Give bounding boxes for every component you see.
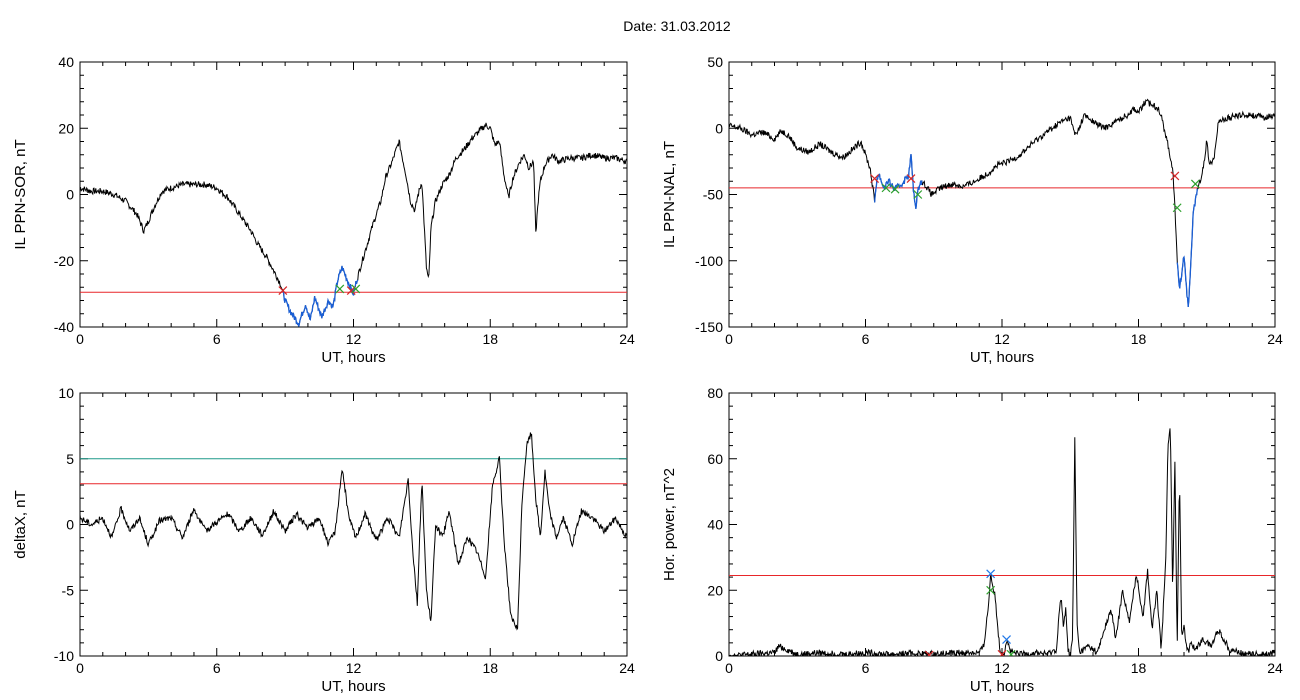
x-tick-label: 24 (619, 331, 635, 347)
y-tick-label: 0 (66, 517, 74, 533)
x-tick-label: 12 (346, 660, 362, 676)
y-tick-label: 40 (58, 54, 74, 70)
y-tick-label: 50 (707, 54, 723, 70)
y-tick-label: 20 (58, 120, 74, 136)
x-tick-label: 24 (1267, 660, 1283, 676)
x-tick-label: 0 (725, 331, 733, 347)
marker-green (1190, 179, 1200, 189)
plot-area (729, 428, 1275, 656)
y-tick-label: -10 (54, 648, 74, 664)
y-axis-label: IL PPN-SOR, nT (12, 139, 29, 249)
marker-red (1170, 171, 1180, 181)
x-tick-label: 24 (619, 660, 635, 676)
y-axis-label: Hor. power, nT^2 (661, 468, 678, 581)
y-axis-label: IL PPN-NAL, nT (661, 141, 678, 248)
x-tick-label: 12 (994, 660, 1010, 676)
marker-green (1172, 203, 1182, 213)
x-axis-label: UT, hours (321, 349, 385, 366)
plot-area (80, 122, 627, 327)
chart-ppn-sor: 0 6 12 18 24 -40 -20 0 20 40 UT, hours IL PPN-SOR, … (12, 54, 635, 366)
y-tick-label: 5 (66, 451, 74, 467)
marker-red (346, 286, 356, 295)
y-tick-label: 0 (715, 648, 723, 664)
x-tick-label: 12 (994, 331, 1010, 347)
series-line (80, 432, 627, 631)
x-tick-label: 6 (862, 660, 870, 676)
x-tick-label: 0 (76, 331, 84, 347)
x-axis-label: UT, hours (321, 678, 385, 695)
y-tick-label: -100 (695, 253, 723, 269)
y-tick-label: 80 (707, 385, 723, 401)
series-highlight-line (873, 154, 1198, 308)
marker-green (1006, 649, 1016, 656)
y-tick-label: -150 (695, 319, 723, 335)
series-highlight-line (282, 265, 359, 327)
y-tick-label: -20 (54, 253, 74, 269)
x-tick-label: 6 (862, 331, 870, 347)
plot-area (80, 432, 627, 631)
series-line (729, 98, 1275, 308)
plot-frame (728, 61, 1276, 328)
marker-green (335, 284, 345, 294)
y-tick-label: -40 (54, 319, 74, 335)
y-tick-label: -50 (703, 187, 723, 203)
marker-green (913, 190, 923, 199)
x-tick-label: 0 (725, 660, 733, 676)
x-tick-label: 0 (76, 660, 84, 676)
y-tick-label: 40 (707, 517, 723, 533)
series-line (80, 122, 627, 327)
x-axis-label: UT, hours (970, 678, 1034, 695)
marker-green (351, 284, 361, 294)
marker-blue (986, 569, 996, 579)
marker-red (278, 286, 288, 295)
y-tick-label: 60 (707, 451, 723, 467)
y-tick-label: 20 (707, 582, 723, 598)
x-tick-label: 24 (1267, 331, 1283, 347)
x-tick-label: 6 (213, 660, 221, 676)
chart-deltax: 0 6 12 18 24 -10 -5 0 5 10 UT, hours deltaX, nT (12, 385, 635, 695)
y-tick-label: -5 (62, 582, 75, 598)
y-tick-label: 10 (58, 385, 74, 401)
x-tick-label: 6 (213, 331, 221, 347)
x-tick-label: 18 (1131, 660, 1147, 676)
marker-green (986, 585, 996, 595)
marker-green (881, 183, 891, 193)
x-tick-label: 18 (482, 331, 498, 347)
x-axis-label: UT, hours (970, 349, 1034, 366)
y-tick-label: 0 (66, 187, 74, 203)
x-tick-label: 18 (482, 660, 498, 676)
x-tick-label: 18 (1131, 331, 1147, 347)
y-tick-label: 0 (715, 120, 723, 136)
marker-blue (1002, 635, 1011, 644)
chart-title: Date: 31.03.2012 (623, 18, 731, 34)
chart-hor-power: 0 6 12 18 24 0 20 40 60 80 UT, hours Hor. power, nT… (661, 385, 1283, 695)
marker-red (997, 649, 1007, 656)
x-tick-label: 12 (346, 331, 362, 347)
marker-red (924, 650, 934, 656)
plot-area (729, 98, 1275, 308)
plot-frame (728, 392, 1276, 657)
y-axis-label: deltaX, nT (12, 490, 29, 558)
marker-green (890, 184, 900, 194)
chart-ppn-nal: 0 6 12 18 24 -150 -100 -50 0 50 UT, hours IL PPN-NA… (661, 54, 1283, 366)
series-line (729, 428, 1275, 656)
marker-red (870, 174, 880, 184)
marker-red (906, 174, 916, 184)
plot-frame (79, 392, 628, 657)
